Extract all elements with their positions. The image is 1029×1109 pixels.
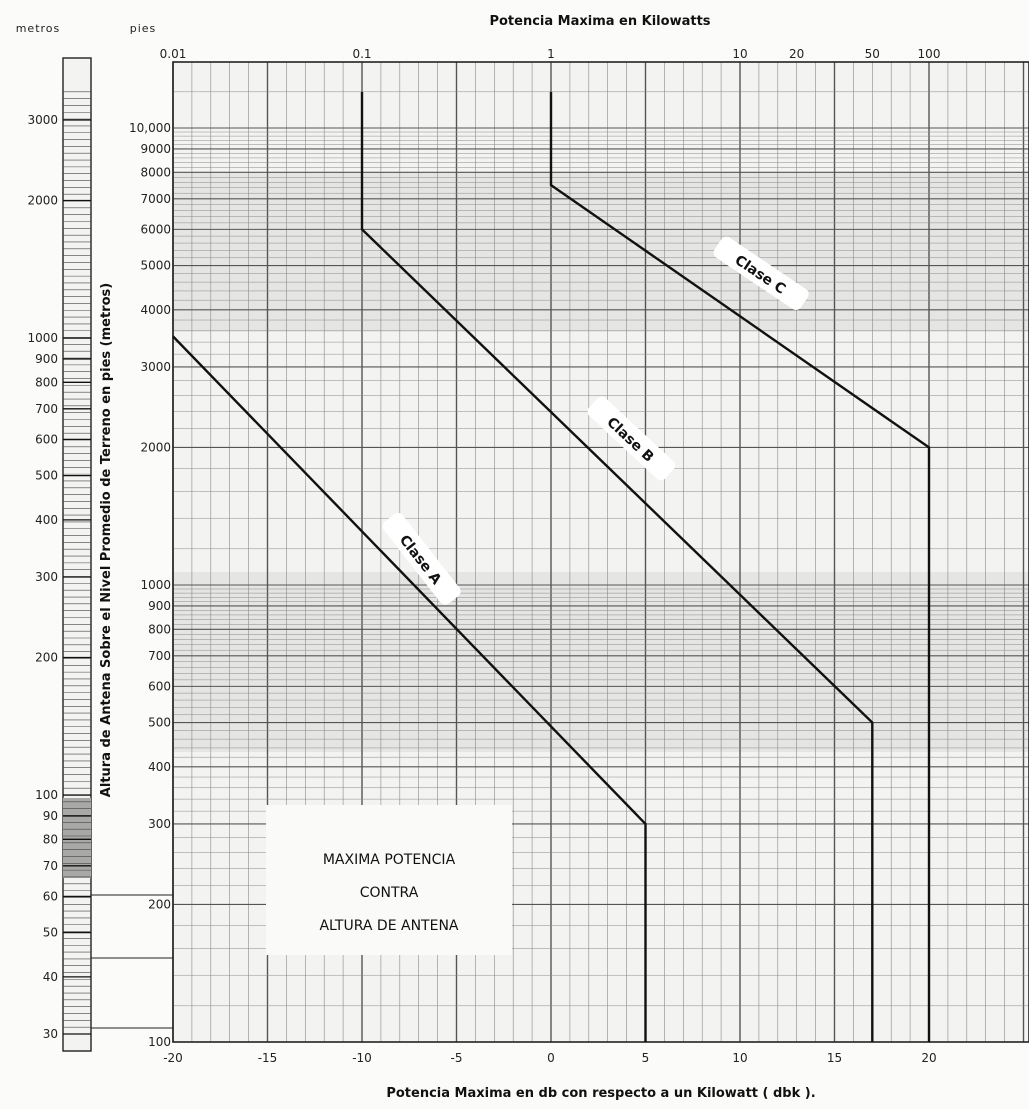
meter-tick-label: 900 xyxy=(35,352,58,366)
feet-tick-label: 100 xyxy=(148,1035,171,1049)
meter-tick-label: 800 xyxy=(35,375,58,389)
meter-tick-label: 300 xyxy=(35,570,58,584)
feet-tick-label: 800 xyxy=(148,622,171,636)
feet-tick-label: 10,000 xyxy=(129,121,171,135)
plot-frame xyxy=(172,61,1029,1043)
meter-tick-label: 700 xyxy=(35,402,58,416)
meter-tick-label: 30 xyxy=(43,1027,58,1041)
title-box-line-2: CONTRA xyxy=(360,885,419,901)
meter-tick-label: 2000 xyxy=(27,193,58,207)
y-axis-label: Altura de Antena Sobre el Nivel Promedio… xyxy=(99,283,114,797)
x-tick-label: 10 xyxy=(732,1051,747,1065)
label-halo xyxy=(382,512,461,605)
label-halo xyxy=(713,236,809,311)
feet-tick-label: 3000 xyxy=(140,360,171,374)
feet-tick-label: 900 xyxy=(148,599,171,613)
meter-tick-label: 400 xyxy=(35,513,58,527)
meter-tick-label: 3000 xyxy=(27,113,58,127)
feet-tick-label: 300 xyxy=(148,817,171,831)
feet-tick-label: 5000 xyxy=(140,259,171,273)
x-tick-label: -10 xyxy=(352,1051,372,1065)
meters-scale-frame xyxy=(62,57,92,1052)
meter-tick-label: 500 xyxy=(35,469,58,483)
title-box-rect xyxy=(266,805,512,955)
y-axis-label-group: Altura de Antena Sobre el Nivel Promedio… xyxy=(99,283,114,797)
shade-band xyxy=(173,172,1029,332)
meter-tick-label: 80 xyxy=(43,832,58,846)
feet-header: pies xyxy=(130,22,157,35)
feet-tick-label: 8000 xyxy=(140,165,171,179)
title-box-line-3: ALTURA DE ANTENA xyxy=(319,918,458,934)
feet-tick-label: 2000 xyxy=(140,440,171,454)
shade-band xyxy=(173,572,1029,752)
title-box: MAXIMA POTENCIA CONTRA ALTURA DE ANTENA xyxy=(266,805,512,955)
feet-tick-label: 9000 xyxy=(140,142,171,156)
feet-tick-label: 200 xyxy=(148,897,171,911)
feet-tick-label: 1000 xyxy=(140,578,171,592)
feet-tick-label: 700 xyxy=(148,649,171,663)
x-tick-label: 20 xyxy=(921,1051,936,1065)
series-line-3 xyxy=(549,91,931,1042)
feet-tick-label: 600 xyxy=(148,679,171,693)
kw-tick-label: 10 xyxy=(732,47,747,61)
meter-tick-label: 1000 xyxy=(27,331,58,345)
kw-tick-label: 0.01 xyxy=(160,47,187,61)
meter-tick-label: 60 xyxy=(43,889,58,903)
kw-tick-label: 50 xyxy=(865,47,880,61)
x-tick-label: 15 xyxy=(827,1051,842,1065)
x-axis-label: Potencia Maxima en db con respecto a un … xyxy=(386,1086,815,1101)
feet-tick-label: 4000 xyxy=(140,303,171,317)
x-tick-label: 0 xyxy=(547,1051,555,1065)
title-box-line-1: MAXIMA POTENCIA xyxy=(323,852,456,868)
meter-tick-label: 100 xyxy=(35,788,58,802)
x-tick-label: 5 xyxy=(642,1051,650,1065)
meter-tick-label: 40 xyxy=(43,970,58,984)
feet-tick-label: 400 xyxy=(148,760,171,774)
meter-tick-label: 70 xyxy=(43,859,58,873)
series-line-1 xyxy=(172,335,647,1042)
x-tick-label: -20 xyxy=(163,1051,183,1065)
feet-tick-label: 6000 xyxy=(140,222,171,236)
x-tick-label: -5 xyxy=(451,1051,463,1065)
meters-shade xyxy=(63,798,91,878)
meter-tick-label: 600 xyxy=(35,432,58,446)
series-line-2 xyxy=(360,91,874,1042)
meter-tick-label: 50 xyxy=(43,926,58,940)
label-halo xyxy=(587,396,676,481)
feet-tick-label: 7000 xyxy=(140,192,171,206)
chart-title: Potencia Maxima en Kilowatts xyxy=(489,14,710,29)
meter-tick-label: 90 xyxy=(43,809,58,823)
kw-tick-label: 20 xyxy=(789,47,804,61)
kw-tick-label: 100 xyxy=(918,47,941,61)
x-tick-label: -15 xyxy=(258,1051,278,1065)
meter-tick-label: 200 xyxy=(35,650,58,664)
kw-tick-label: 0.1 xyxy=(352,47,371,61)
kw-tick-label: 1 xyxy=(547,47,555,61)
feet-tick-label: 500 xyxy=(148,716,171,730)
meters-header: metros xyxy=(16,22,61,35)
meters-scale xyxy=(62,57,92,1052)
